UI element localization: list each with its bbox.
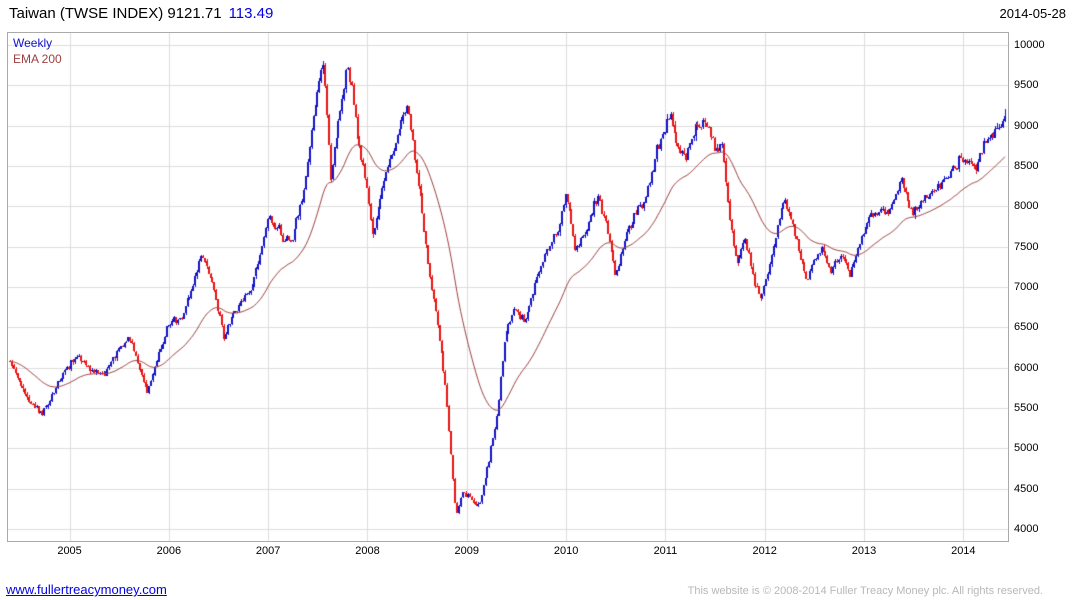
y-axis-label-7500: 7500 [1014,240,1039,253]
x-axis-label-2007: 2007 [255,545,281,557]
y-axis-label-4500: 4500 [1014,482,1039,495]
plot-area[interactable]: Weekly EMA 200 [7,32,1009,542]
legend-weekly-label: Weekly [13,36,53,50]
website-link[interactable]: www.fullertreacymoney.com [6,582,167,597]
y-axis-label-5000: 5000 [1014,442,1039,455]
y-axis-label-5500: 5500 [1014,401,1039,414]
x-axis-label-2005: 2005 [57,545,82,557]
y-axis-label-6500: 6500 [1014,321,1039,334]
y-axis-label-7000: 7000 [1014,281,1039,293]
chart-date: 2014-05-28 [999,6,1067,21]
y-axis-label-9000: 9000 [1014,119,1039,132]
x-axis-label-2008: 2008 [355,545,380,557]
chart-legend: Weekly EMA 200 [13,35,62,67]
legend-ema-label: EMA 200 [13,52,62,66]
price-change: 113.49 [228,5,274,22]
y-axis-label-4000: 4000 [1014,522,1039,535]
x-axis-label-2009: 2009 [454,545,480,557]
page-footer: www.fullertreacymoney.com This website i… [6,582,1043,597]
candlestick-canvas[interactable] [8,33,1008,541]
y-axis-label-8500: 8500 [1014,160,1039,173]
y-axis-label-6000: 6000 [1014,361,1039,374]
x-axis: 2005 2006 2007 2008 2009 2010 2011 2012 2013 2014 [8,544,1010,560]
y-axis-label-9500: 9500 [1014,79,1039,92]
copyright-text: This website is © 2008-2014 Fuller Treac… [687,585,1043,597]
x-axis-label-2006: 2006 [156,545,182,557]
instrument-title: Taiwan (TWSE INDEX) 9121.71 [9,5,222,22]
x-axis-label-2012: 2012 [752,545,777,557]
x-axis-label-2010: 2010 [553,545,579,557]
x-axis-label-2011: 2011 [653,545,678,557]
chart-header: Taiwan (TWSE INDEX) 9121.71 113.49 2014-… [9,5,1066,22]
y-axis-label-8000: 8000 [1014,200,1039,213]
y-axis-label-10000: 10000 [1014,39,1045,52]
x-axis-label-2013: 2013 [851,545,877,557]
title-group: Taiwan (TWSE INDEX) 9121.71 113.49 [9,5,273,22]
x-axis-label-2014: 2014 [951,545,976,557]
y-axis: 4000 4500 5000 5500 6000 6500 7000 7500 8000 8500… [1012,33,1072,543]
